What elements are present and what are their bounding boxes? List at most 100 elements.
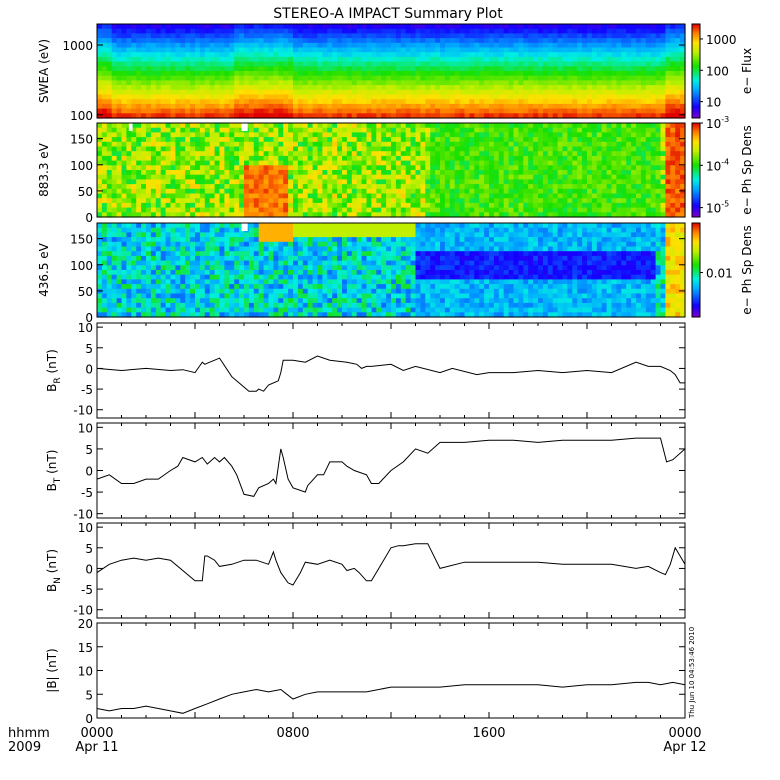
heatmap-cell [288, 193, 294, 199]
heatmap-cell [665, 170, 671, 176]
heatmap-cell [283, 52, 289, 58]
heatmap-cell [386, 28, 392, 34]
heatmap-cell [596, 75, 603, 81]
heatmap-cell [214, 99, 221, 105]
heatmap-cell [655, 24, 662, 30]
heatmap-cell [474, 99, 480, 105]
heatmap-cell [263, 193, 270, 199]
heatmap-cell [425, 28, 431, 34]
heatmap-cell [121, 155, 127, 162]
heatmap-cell [493, 179, 500, 185]
heatmap-cell [199, 75, 206, 81]
heatmap-cell [601, 207, 608, 213]
heatmap-cell [567, 113, 573, 119]
heatmap-cell [577, 137, 583, 143]
heatmap-cell [111, 202, 118, 209]
heatmap-cell [596, 47, 603, 53]
heatmap-cell [106, 61, 113, 67]
heatmap-cell [454, 212, 461, 218]
heatmap-cell [469, 212, 475, 218]
heatmap-cell [430, 179, 436, 185]
heatmap-cell [297, 24, 304, 30]
heatmap-cell [268, 179, 274, 185]
heatmap-cell [552, 170, 559, 176]
heatmap-cell [430, 184, 436, 190]
heatmap-cell [601, 75, 608, 81]
heatmap-cell [557, 66, 564, 72]
heatmap-cell [420, 89, 426, 96]
heatmap-cell [342, 212, 348, 218]
heatmap-cell [587, 28, 593, 34]
heatmap-cell [307, 108, 314, 114]
heatmap-cell [312, 71, 319, 77]
heatmap-cell [111, 85, 118, 91]
heatmap-cell [420, 75, 426, 81]
heatmap-cell [572, 38, 578, 44]
heatmap-cell [557, 179, 564, 185]
heatmap-cell [469, 47, 475, 53]
heatmap-cell [332, 85, 338, 91]
heatmap-cell [97, 160, 103, 166]
heatmap-cell [415, 170, 421, 176]
heatmap-cell [636, 103, 642, 110]
heatmap-cell [278, 113, 284, 119]
heatmap-cell [675, 184, 681, 190]
heatmap-cell [552, 71, 559, 77]
heatmap-cell [469, 184, 475, 190]
heatmap-cell [395, 160, 402, 166]
heatmap-cell [307, 146, 314, 152]
heatmap-cell [229, 174, 235, 180]
heatmap-cell [219, 71, 225, 77]
heatmap-cell [552, 52, 559, 58]
heatmap-cell [660, 160, 666, 166]
heatmap-cell [680, 24, 686, 30]
heatmap-cell [655, 85, 662, 91]
heatmap-cell [665, 202, 671, 209]
heatmap-cell [351, 202, 358, 209]
heatmap-cell [381, 202, 387, 209]
heatmap-cell [209, 212, 216, 218]
heatmap-cell [435, 137, 441, 143]
heatmap-cell [670, 52, 676, 58]
heatmap-cell [542, 174, 549, 180]
heatmap-cell [650, 127, 657, 133]
heatmap-cell [116, 61, 123, 67]
heatmap-cell [547, 160, 554, 166]
heatmap-cell [327, 165, 333, 171]
heatmap-cell [258, 170, 265, 176]
heatmap-cell [101, 212, 108, 218]
heatmap-cell [366, 24, 372, 30]
heatmap-cell [136, 127, 142, 133]
heatmap-cell [675, 155, 681, 162]
heatmap-cell [645, 75, 652, 81]
heatmap-cell [542, 132, 549, 138]
heatmap-cell [136, 85, 142, 91]
heatmap-cell [106, 108, 113, 114]
heatmap-cell [381, 146, 387, 152]
heatmap-cell [337, 165, 343, 171]
heatmap-cell [337, 188, 343, 195]
heatmap-cell [680, 94, 686, 100]
heatmap-cell [464, 155, 470, 162]
heatmap-cell [562, 127, 568, 133]
heatmap-cell [454, 85, 461, 91]
heatmap-cell [582, 47, 588, 53]
heatmap-cell [121, 279, 127, 285]
heatmap-cell [660, 80, 666, 86]
heatmap-cell [542, 28, 549, 34]
heatmap-cell [116, 246, 123, 252]
heatmap-cell [351, 132, 358, 138]
heatmap-cell [209, 75, 216, 81]
heatmap-cell [435, 127, 441, 133]
heatmap-cell [121, 227, 127, 233]
heatmap-cell [572, 42, 578, 49]
heatmap-cell [111, 123, 118, 129]
heatmap-cell [185, 174, 191, 180]
heatmap-cell [415, 52, 421, 58]
heatmap-cell [356, 66, 363, 72]
heatmap-cell [371, 184, 377, 190]
heatmap-cell [312, 80, 319, 86]
heatmap-cell [425, 47, 431, 53]
heatmap-cell [327, 42, 333, 49]
